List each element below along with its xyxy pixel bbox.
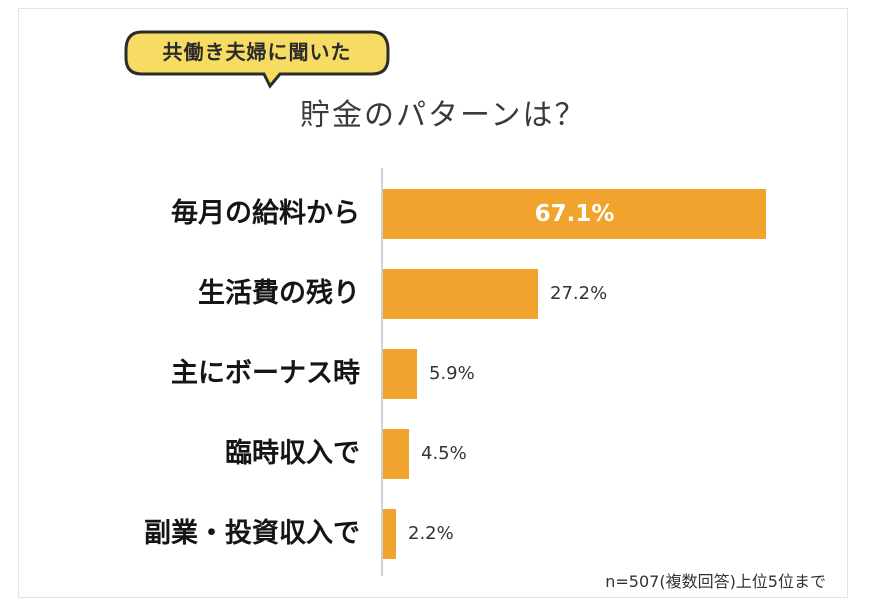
category-label: 副業・投資収入で [144,518,360,549]
footnote: n=507(複数回答)上位5位まで [605,572,826,591]
value-label: 27.2% [550,283,608,304]
bar [383,509,396,559]
y-axis-line [381,168,383,576]
category-label: 毎月の給料から [171,198,360,229]
bar [383,429,409,479]
bar [383,349,417,399]
value-label: 5.9% [429,363,475,384]
speech-badge: 共働き夫婦に聞いた [122,28,392,89]
value-label: 67.1% [534,201,615,227]
category-label: 主にボーナス時 [171,358,360,389]
chart-title: 貯金のパターンは？ [300,98,587,133]
speech-bubble-icon [124,30,390,89]
value-label: 2.2% [408,523,454,544]
value-label: 4.5% [421,443,467,464]
category-label: 生活費の残り [198,278,360,309]
badge-label: 共働き夫婦に聞いた [162,40,352,64]
bar [383,269,538,319]
bar [383,189,766,239]
category-label: 臨時収入で [225,438,360,469]
